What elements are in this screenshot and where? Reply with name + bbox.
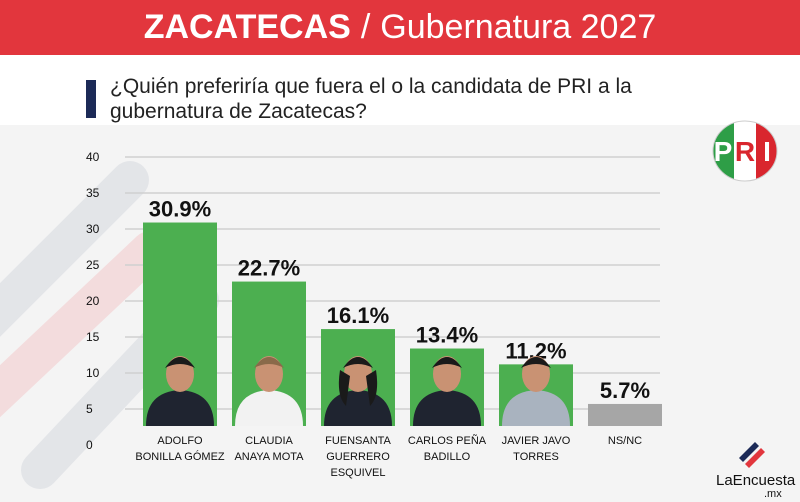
header-banner: ZACATECAS / Gubernatura 2027 (0, 0, 800, 55)
y-tick-label: 35 (86, 186, 100, 200)
category-label: NS/NC (608, 435, 642, 447)
category-label: ESQUIVEL (330, 467, 385, 479)
data-label: 5.7% (600, 378, 650, 403)
y-tick-label: 25 (86, 258, 100, 272)
data-label: 13.4% (416, 323, 478, 348)
category-label: FUENSANTA (325, 435, 391, 447)
bar (588, 403, 662, 426)
decorative-stripe (0, 161, 149, 337)
header-title-rest: Gubernatura 2027 (380, 8, 657, 46)
pri-letter-p: P (714, 136, 733, 167)
pri-letter-i: I (763, 136, 771, 167)
data-label: 22.7% (238, 256, 300, 281)
category-label: GUERRERO (326, 451, 390, 463)
candidate-photo-icon (502, 356, 570, 426)
y-tick-label: 30 (86, 222, 100, 236)
brand-tld: .mx (764, 488, 782, 500)
y-tick-label: 10 (86, 366, 100, 380)
category-label: ADOLFO (157, 435, 203, 447)
candidate-photo-icon (413, 356, 481, 426)
brand-name: LaEncuesta (716, 472, 796, 489)
header-title-bold: ZACATECAS (143, 8, 351, 46)
question-text: ¿Quién preferiría que fuera el o la cand… (110, 75, 632, 123)
pri-logo-icon: P R I (712, 120, 778, 182)
y-tick-label: 5 (86, 402, 93, 416)
y-tick-label: 20 (86, 294, 100, 308)
header-separator: / (360, 8, 371, 46)
y-tick-label: 40 (86, 150, 100, 164)
data-label: 16.1% (327, 303, 389, 328)
pri-letter-r: R (735, 136, 755, 167)
y-tick-label: 0 (86, 438, 93, 452)
candidate-photo-icon (235, 356, 303, 426)
candidate-photo-icon (146, 356, 214, 426)
y-tick-label: 15 (86, 330, 100, 344)
category-label: TORRES (513, 451, 559, 463)
category-label: CARLOS PEÑA (408, 434, 487, 447)
category-label: JAVIER JAVO (502, 435, 571, 447)
question-accent-bar (86, 80, 96, 118)
decorative-stripe (0, 231, 169, 418)
la-encuesta-logo-icon (739, 442, 765, 468)
category-label: BADILLO (424, 451, 471, 463)
data-label: 30.9% (149, 197, 211, 222)
category-label: ANAYA MOTA (234, 451, 304, 463)
candidate-photo-icon (324, 356, 392, 426)
category-label: CLAUDIA (245, 435, 293, 447)
category-label: BONILLA GÓMEZ (135, 450, 225, 463)
